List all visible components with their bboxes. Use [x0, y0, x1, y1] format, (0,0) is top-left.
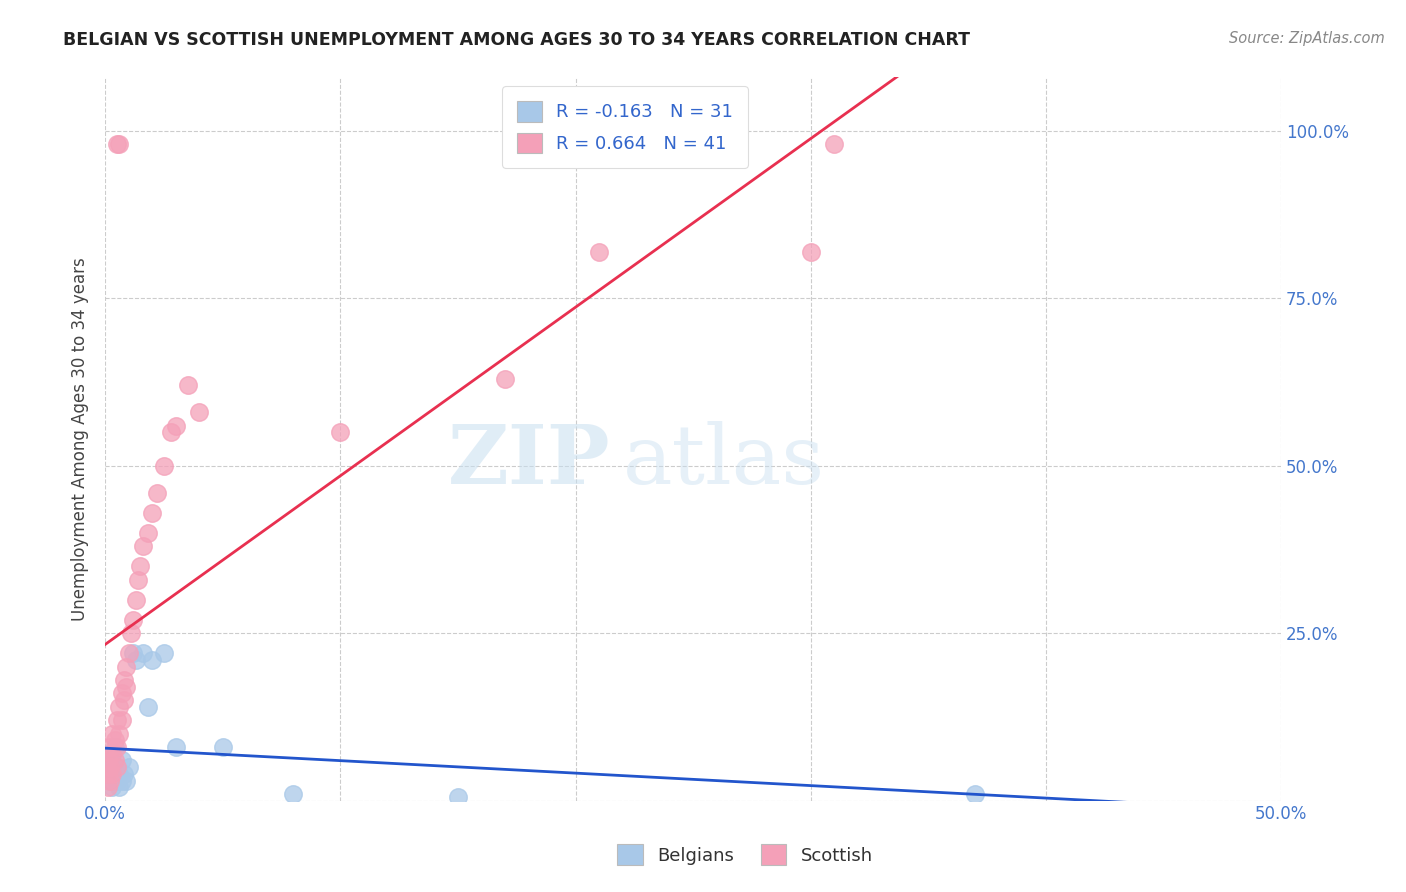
Text: BELGIAN VS SCOTTISH UNEMPLOYMENT AMONG AGES 30 TO 34 YEARS CORRELATION CHART: BELGIAN VS SCOTTISH UNEMPLOYMENT AMONG A… [63, 31, 970, 49]
Point [823, 137, 845, 152]
Point [588, 244, 610, 259]
Point [153, 646, 176, 660]
Point [120, 626, 142, 640]
Point [188, 405, 211, 419]
Legend: R = -0.163   N = 31, R = 0.664   N = 41: R = -0.163 N = 31, R = 0.664 N = 41 [502, 87, 748, 168]
Point [125, 592, 148, 607]
Point [98, 754, 121, 768]
Point [98, 773, 121, 788]
Point [105, 760, 128, 774]
Point [105, 137, 128, 152]
Point [127, 573, 149, 587]
Point [115, 773, 138, 788]
Point [104, 767, 127, 781]
Point [122, 613, 145, 627]
Point [97, 780, 120, 795]
Point [329, 425, 352, 440]
Point [104, 733, 127, 747]
Point [165, 740, 187, 755]
Point [97, 754, 120, 768]
Point [111, 754, 134, 768]
Point [108, 767, 131, 781]
Point [97, 760, 120, 774]
Point [160, 425, 183, 440]
Point [97, 767, 120, 781]
Point [118, 646, 141, 660]
Point [105, 760, 128, 774]
Point [122, 646, 145, 660]
Point [132, 646, 155, 660]
Point [101, 747, 124, 761]
Point [136, 699, 159, 714]
Point [146, 485, 169, 500]
Point [104, 760, 127, 774]
Point [105, 773, 128, 788]
Point [105, 713, 128, 727]
Point [965, 787, 987, 801]
Point [111, 713, 134, 727]
Point [800, 244, 823, 259]
Point [153, 458, 176, 473]
Point [118, 760, 141, 774]
Point [141, 653, 163, 667]
Point [283, 787, 305, 801]
Point [105, 740, 128, 755]
Point [132, 539, 155, 553]
Point [108, 137, 131, 152]
Point [115, 659, 138, 673]
Point [98, 760, 121, 774]
Point [125, 653, 148, 667]
Point [136, 525, 159, 540]
Point [108, 699, 131, 714]
Point [101, 767, 124, 781]
Point [112, 767, 135, 781]
Point [104, 740, 127, 755]
Point [112, 673, 135, 687]
Legend: Belgians, Scottish: Belgians, Scottish [610, 837, 880, 872]
Point [98, 740, 121, 755]
Point [165, 418, 187, 433]
Text: atlas: atlas [623, 421, 825, 500]
Text: ZIP: ZIP [449, 421, 610, 500]
Point [98, 767, 121, 781]
Point [101, 780, 124, 795]
Point [112, 693, 135, 707]
Point [98, 773, 121, 788]
Point [115, 680, 138, 694]
Point [108, 726, 131, 740]
Point [176, 378, 198, 392]
Point [108, 780, 131, 795]
Point [447, 790, 470, 805]
Point [104, 754, 127, 768]
Text: Source: ZipAtlas.com: Source: ZipAtlas.com [1229, 31, 1385, 46]
Point [101, 747, 124, 761]
Point [129, 559, 152, 574]
Point [101, 773, 124, 788]
Point [111, 773, 134, 788]
Point [101, 726, 124, 740]
Point [111, 686, 134, 700]
Y-axis label: Unemployment Among Ages 30 to 34 years: Unemployment Among Ages 30 to 34 years [72, 257, 89, 621]
Point [211, 740, 233, 755]
Point [141, 506, 163, 520]
Point [494, 372, 516, 386]
Point [97, 767, 120, 781]
